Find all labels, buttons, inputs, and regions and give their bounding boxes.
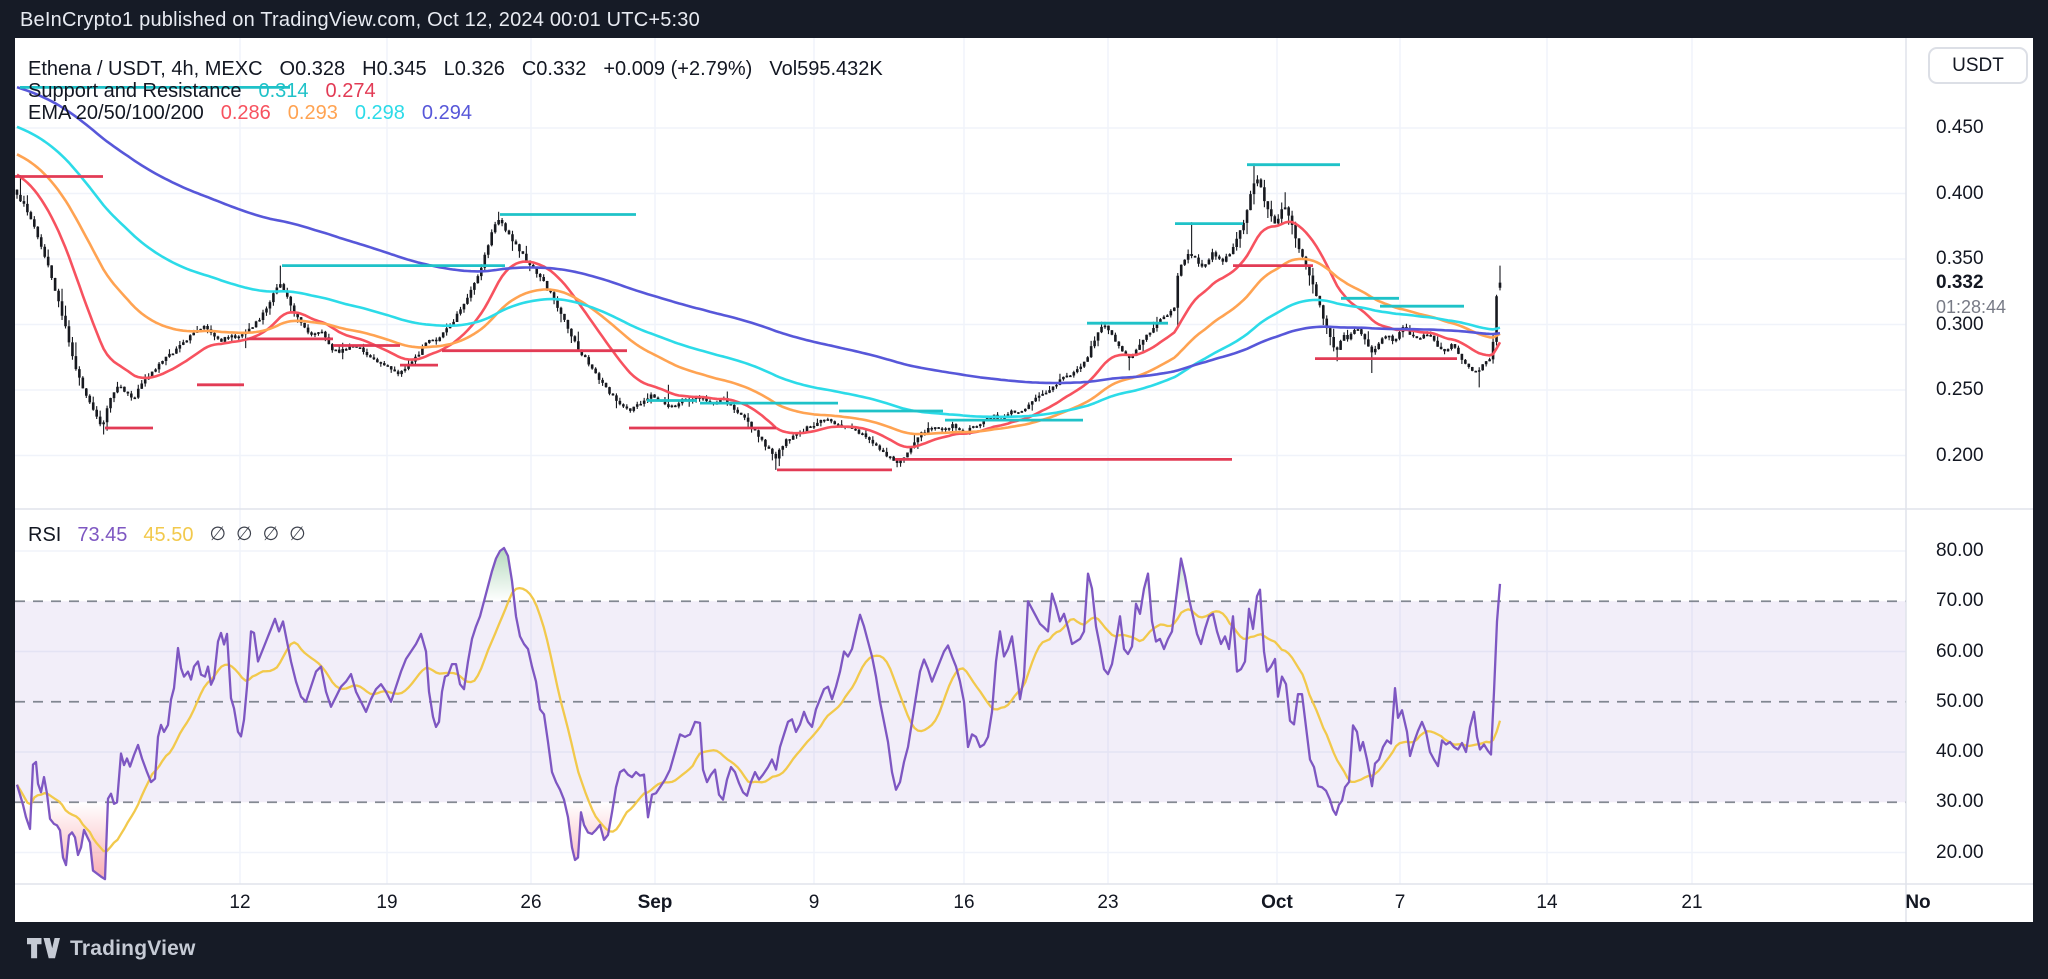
ohlc-close: C0.332	[521, 58, 587, 80]
rsi-empty-slot: ∅	[262, 524, 280, 545]
price-tick-label: 0.400	[1936, 182, 1984, 204]
footer-bar: TradingView	[26, 936, 196, 961]
rsi-plot	[15, 546, 1502, 881]
rsi-empty-slot: ∅	[289, 524, 306, 545]
rsi-tick-label: 20.00	[1936, 841, 1984, 863]
time-tick-label: 16	[953, 892, 975, 913]
price-tick-label: 0.350	[1936, 248, 1984, 269]
time-tick-label: 9	[808, 892, 820, 913]
volume-value: Vol595.432K	[769, 58, 883, 80]
ema20-value: 0.286	[220, 102, 271, 124]
chart-legend: Ethena / USDT, 4h, MEXC O0.328 H0.345 L0…	[28, 58, 883, 124]
time-tick-label: No	[1905, 892, 1931, 913]
currency-toggle-button[interactable]: USDT	[1928, 47, 2028, 84]
footer-brand-text: TradingView	[70, 936, 196, 960]
price-tick-label: 0.250	[1936, 379, 1984, 400]
ema200-value: 0.294	[421, 102, 472, 124]
bar-countdown-label: 01:28:44	[1936, 296, 2007, 317]
symbol-title: Ethena / USDT, 4h, MEXC	[28, 58, 263, 80]
rsi-tick-label: 30.00	[1936, 791, 1984, 813]
chart-panel	[15, 38, 2033, 922]
time-tick-label: Oct	[1261, 892, 1293, 913]
time-tick-label: 14	[1536, 892, 1558, 913]
ohlc-low: L0.326	[443, 58, 505, 80]
price-change: +0.009 (+2.79%)	[603, 58, 753, 80]
ema100-value: 0.298	[354, 102, 405, 124]
last-price-label: 0.332	[1936, 271, 1984, 293]
sr-support-value: 0.274	[325, 80, 376, 102]
ema-lines	[16, 85, 1502, 449]
rsi-empty-slots: ∅ ∅ ∅ ∅	[209, 524, 305, 546]
ema200-line	[16, 85, 1501, 385]
ema-indicator-name: EMA 20/50/100/200	[28, 102, 204, 124]
tradingview-logo-icon	[27, 938, 60, 959]
price-tick-label: 0.200	[1936, 444, 1984, 466]
time-tick-label: 26	[520, 892, 542, 913]
ema100-line	[16, 125, 1501, 419]
rsi-tick-label: 50.00	[1936, 690, 1984, 712]
rsi-indicator-legend-row[interactable]: RSI 73.45 45.50 ∅ ∅ ∅ ∅	[28, 524, 306, 546]
time-tick-label: 21	[1681, 892, 1703, 913]
sr-indicator-name: Support and Resistance	[28, 80, 242, 102]
ema50-line	[16, 153, 1501, 436]
rsi-value: 73.45	[77, 524, 128, 546]
ohlc-open: O0.328	[279, 58, 346, 80]
ohlc-high: H0.345	[362, 58, 427, 80]
price-tick-label: 0.300	[1936, 313, 1984, 335]
time-tick-label: 23	[1097, 892, 1119, 913]
publish-banner-text: BeInCrypto1 published on TradingView.com…	[20, 9, 700, 31]
rsi-indicator-name: RSI	[28, 524, 62, 546]
resistance-lines	[20, 86, 1464, 422]
ema-indicator-legend-row[interactable]: EMA 20/50/100/200 0.286 0.293 0.298 0.29…	[28, 102, 883, 124]
gridlines	[15, 38, 1906, 884]
price-tick-label: 0.450	[1936, 117, 1984, 138]
rsi-ma-value: 45.50	[143, 524, 194, 546]
rsi-tick-label: 40.00	[1936, 741, 1984, 762]
time-tick-label: 12	[229, 892, 251, 913]
sr-indicator-legend-row[interactable]: Support and Resistance 0.314 0.274	[28, 80, 883, 102]
rsi-ma-line	[16, 586, 1502, 853]
ema50-value: 0.293	[287, 102, 338, 124]
rsi-tick-label: 60.00	[1936, 640, 1984, 662]
rsi-empty-slot: ∅	[209, 524, 227, 545]
rsi-line	[15, 546, 1502, 881]
publish-banner: BeInCrypto1 published on TradingView.com…	[0, 0, 2048, 38]
time-tick-label: 7	[1394, 892, 1406, 913]
symbol-legend-row[interactable]: Ethena / USDT, 4h, MEXC O0.328 H0.345 L0…	[28, 58, 883, 80]
support-lines	[15, 175, 1457, 472]
rsi-tick-label: 70.00	[1936, 590, 1984, 612]
time-tick-label: Sep	[637, 892, 673, 913]
support-resistance-lines	[15, 86, 1464, 472]
rsi-empty-slot: ∅	[236, 524, 253, 545]
candles	[15, 163, 1502, 470]
sr-resistance-value: 0.314	[258, 80, 309, 102]
rsi-tick-label: 80.00	[1936, 540, 1984, 561]
time-tick-label: 19	[376, 892, 398, 913]
